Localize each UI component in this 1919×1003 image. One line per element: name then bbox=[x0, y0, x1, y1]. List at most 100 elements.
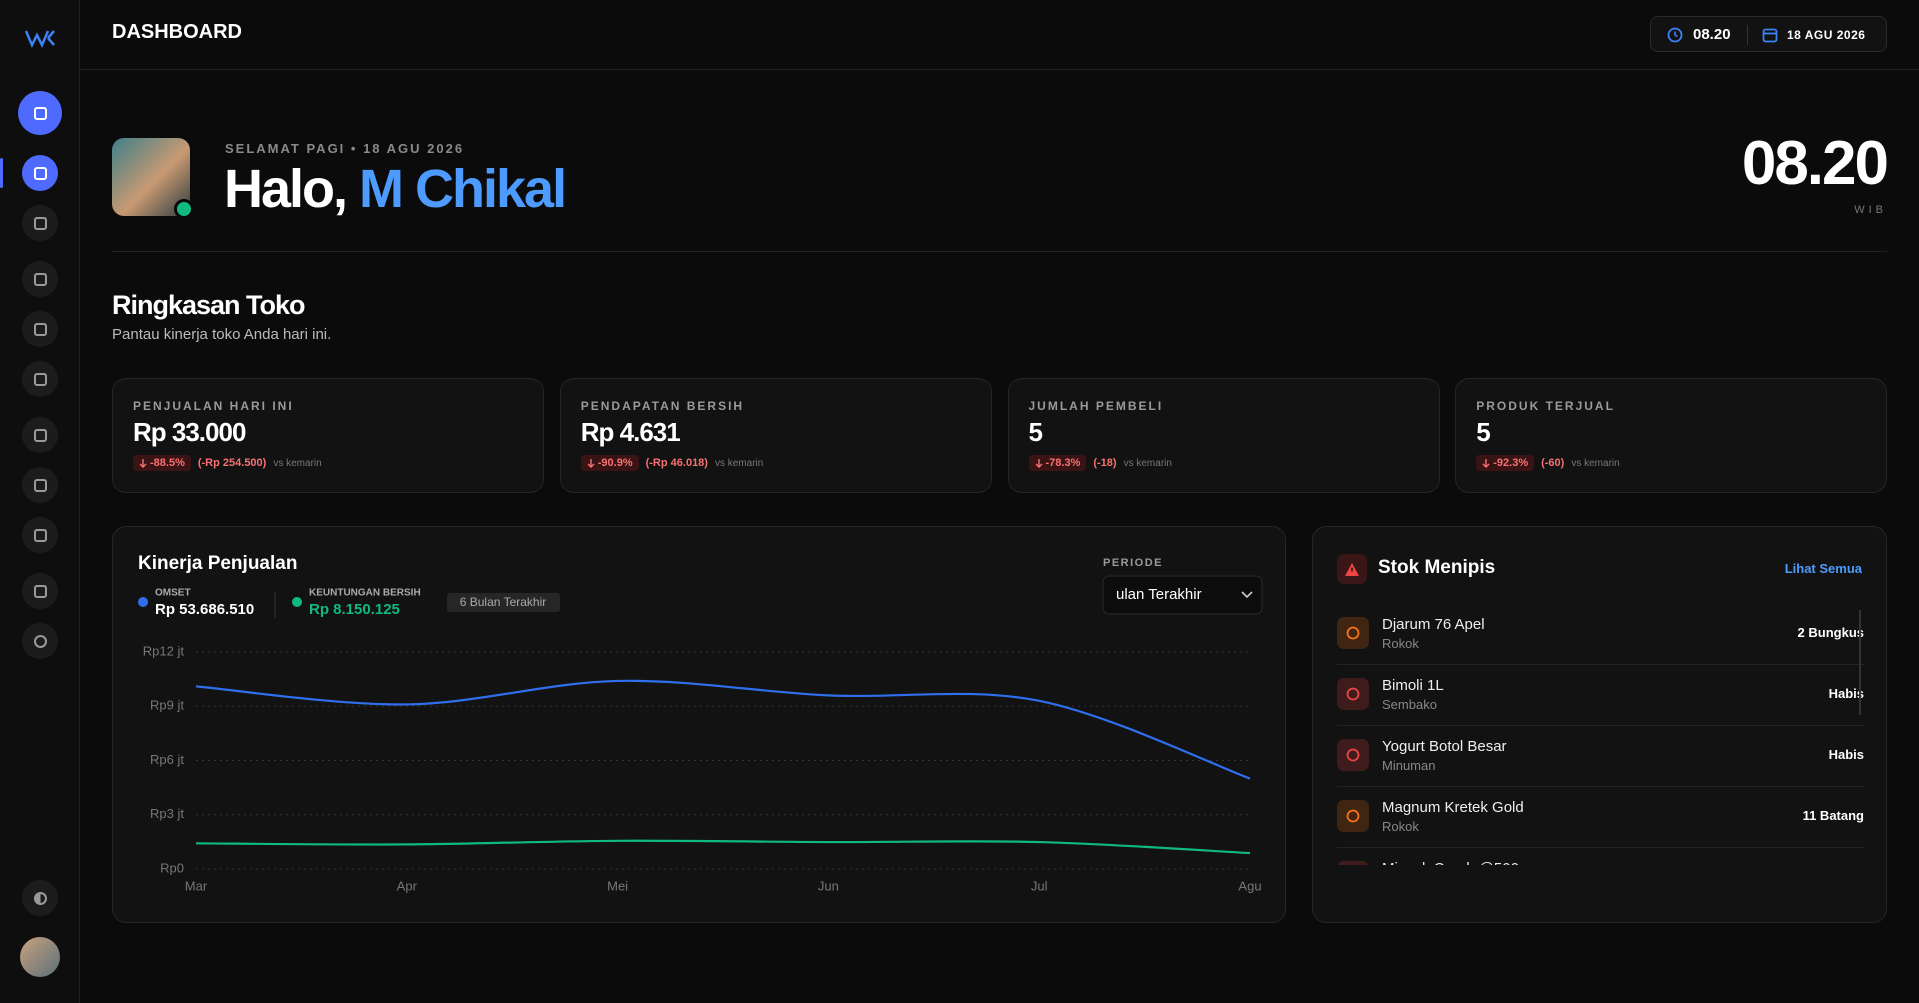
stat-change-value: -90.9% bbox=[597, 457, 633, 469]
y-tick-label: Rp0 bbox=[160, 860, 184, 875]
stock-panel: Stok Menipis Lihat Semua Djarum 76 Apel R… bbox=[1312, 526, 1887, 923]
stat-value: 5 bbox=[1476, 417, 1491, 447]
badge bbox=[447, 593, 560, 612]
down-arrow bbox=[1482, 458, 1490, 468]
stat-change-value: -78.3% bbox=[1045, 457, 1081, 469]
chart: Kinerja Penjualan 6 Bulan Terakhir PERIO… bbox=[138, 553, 1263, 893]
stat-change-value: -92.3% bbox=[1493, 457, 1529, 469]
stat-change-row: -78.3% (-18) vs kemarin bbox=[1028, 455, 1172, 471]
stat-value: Rp 4.631 bbox=[580, 417, 681, 447]
nav-item[interactable] bbox=[22, 261, 58, 297]
nav-item[interactable] bbox=[22, 361, 58, 397]
sidebar bbox=[0, 0, 80, 1003]
stat-value: Rp 33.000 bbox=[133, 417, 246, 447]
stock-title: Stok Menipis bbox=[1378, 557, 1496, 578]
see-all-link[interactable]: Lihat Semua bbox=[1784, 561, 1862, 576]
stock-icon bbox=[1337, 617, 1369, 649]
stat-change: -90.9% bbox=[580, 455, 639, 471]
scrollbar bbox=[1859, 610, 1861, 715]
nav-cashier[interactable] bbox=[18, 91, 62, 135]
stat-delta: (-Rp 254.500) bbox=[197, 457, 267, 469]
legend-name: OMSET bbox=[155, 588, 191, 599]
badge-text: 6 Bulan Terakhir bbox=[460, 595, 547, 609]
nav-item[interactable] bbox=[22, 311, 58, 347]
stat-note: vs kemarin bbox=[1571, 457, 1620, 469]
stat-note: vs kemarin bbox=[714, 457, 764, 469]
stat-label: PENJUALAN HARI INI bbox=[133, 399, 294, 413]
stat-label: PRODUK TERJUAL bbox=[1476, 399, 1615, 413]
stat-change: -78.3% bbox=[1028, 455, 1087, 471]
nav-settings[interactable] bbox=[22, 623, 58, 659]
stock-name: Bimoli 1L bbox=[1382, 677, 1444, 694]
stock-name: Djarum 76 Apel bbox=[1382, 616, 1485, 633]
x-tick-label: Jul bbox=[1031, 878, 1048, 893]
nav-item[interactable] bbox=[22, 417, 58, 453]
clock-pill: 08.20 18 AGU 2026 bbox=[1650, 16, 1887, 52]
big-clock: 08.20 bbox=[1741, 129, 1889, 198]
section-subtitle: Pantau kinerja toko Anda hari ini. bbox=[112, 326, 332, 343]
user-avatar[interactable] bbox=[20, 937, 60, 977]
legend-name: KEUNTUNGAN BERSIH bbox=[309, 588, 421, 599]
divider bbox=[112, 251, 1887, 252]
stock-icon bbox=[1337, 861, 1369, 865]
series-line bbox=[195, 679, 1251, 780]
nav-item[interactable] bbox=[22, 467, 58, 503]
greeting-name: M Chikal bbox=[359, 159, 567, 219]
greeting-hello: Halo, bbox=[224, 159, 348, 219]
page-title: DASHBOARD bbox=[112, 21, 242, 43]
stat-label: JUMLAH PEMBELI bbox=[1028, 399, 1164, 413]
x-tick-label: Mar bbox=[185, 878, 208, 893]
nav-dashboard[interactable] bbox=[22, 155, 58, 191]
period-select[interactable] bbox=[1102, 575, 1263, 615]
stat-card: PENJUALAN HARI INI Rp 33.000 -88.5% (-Rp 25… bbox=[112, 378, 544, 493]
stat-note: vs kemarin bbox=[273, 457, 322, 469]
chevron bbox=[1241, 591, 1253, 599]
stat-card: JUMLAH PEMBELI 5 -78.3% (-18) vs kemarin bbox=[1007, 378, 1440, 493]
stock-list: Djarum 76 Apel Rokok 2 Bungkus Bimoli 1L Sem… bbox=[1337, 604, 1864, 865]
stat-change: -88.5% bbox=[133, 455, 191, 471]
stock-name: Magnum Kretek Gold bbox=[1382, 799, 1524, 816]
period-value: ulan Terakhir bbox=[1116, 586, 1202, 603]
header-date: 18 AGU 2026 bbox=[1787, 28, 1866, 42]
stat-change-row: -90.9% (-Rp 46.018) vs kemarin bbox=[580, 455, 764, 471]
chart-title: Kinerja Penjualan bbox=[138, 553, 297, 574]
period-label: PERIODE bbox=[1103, 557, 1163, 569]
x-tick-label: Mei bbox=[607, 878, 628, 893]
stat-delta: (-Rp 46.018) bbox=[645, 457, 708, 469]
legend-total: Rp 8.150.125 bbox=[309, 601, 400, 618]
nav-item[interactable] bbox=[22, 517, 58, 553]
stock-category: Minuman bbox=[1382, 758, 1436, 773]
down-arrow bbox=[139, 458, 147, 468]
stock-icon bbox=[1337, 739, 1369, 771]
stat-note: vs kemarin bbox=[1123, 457, 1172, 469]
legend-dot bbox=[138, 597, 148, 607]
nav-item[interactable] bbox=[22, 573, 58, 609]
stat-label: PENDAPATAN BERSIH bbox=[580, 399, 745, 413]
stock-item: Bimoli 1L Sembako Habis bbox=[1337, 665, 1864, 726]
topbar: DASHBOARD 08.20 18 AGU 2026 bbox=[80, 0, 1919, 70]
divider bbox=[1747, 25, 1748, 45]
stock-status: Habis bbox=[1828, 747, 1864, 762]
calendar-icon bbox=[1762, 28, 1778, 43]
stock-icon bbox=[1337, 800, 1369, 832]
timezone: WIB bbox=[1854, 204, 1887, 216]
stat-card: PENDAPATAN BERSIH Rp 4.631 -90.9% (-Rp 46.0… bbox=[559, 378, 992, 493]
stat-change-row: -92.3% (-60) vs kemarin bbox=[1476, 455, 1620, 471]
y-tick-label: Rp9 jt bbox=[150, 698, 184, 713]
section-title: Ringkasan Toko bbox=[112, 290, 306, 320]
online-status bbox=[174, 199, 194, 219]
y-tick-label: Rp12 jt bbox=[143, 643, 185, 658]
stat-delta: (-60) bbox=[1541, 457, 1565, 469]
down-arrow bbox=[587, 458, 595, 468]
stock-item: Magnum Kretek Gold Rokok 11 Batang bbox=[1337, 787, 1864, 848]
greeting-title: Halo, M Chikal bbox=[224, 158, 567, 220]
nav-item[interactable] bbox=[22, 205, 58, 241]
y-tick-label: Rp6 jt bbox=[150, 752, 184, 767]
stock-item: Yogurt Botol Besar Minuman Habis bbox=[1337, 726, 1864, 787]
stat-delta: (-18) bbox=[1093, 457, 1117, 469]
stock-status: 11 Batang bbox=[1802, 808, 1864, 823]
greeting-eyebrow: SELAMAT PAGI • 18 AGU 2026 bbox=[225, 141, 465, 156]
theme-toggle[interactable] bbox=[22, 880, 58, 916]
